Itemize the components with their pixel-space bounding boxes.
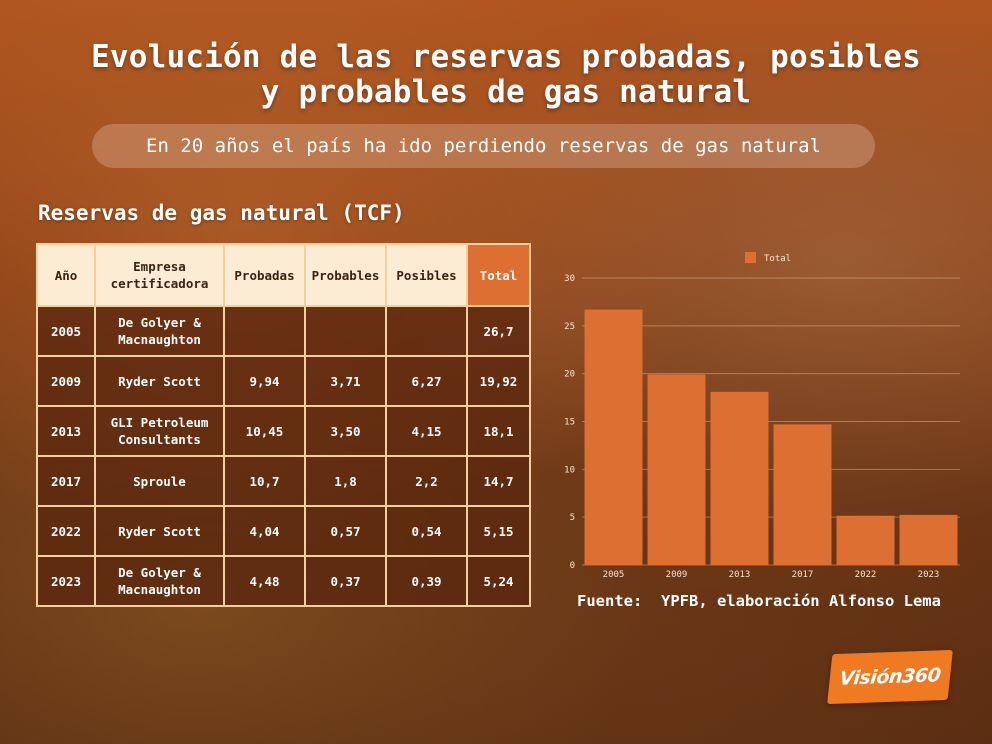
x-tick-label: 2022 bbox=[855, 570, 877, 580]
cell-probables: 0,37 bbox=[304, 555, 387, 607]
cell-year: 2023 bbox=[36, 555, 96, 607]
header-posibles: Posibles bbox=[385, 243, 468, 307]
x-tick-label: 2013 bbox=[729, 570, 751, 580]
y-tick-label: 5 bbox=[570, 513, 575, 523]
cell-company: GLI Petroleum Consultants bbox=[94, 405, 225, 457]
x-tick-label: 2009 bbox=[666, 570, 688, 580]
y-tick-label: 15 bbox=[564, 418, 575, 428]
title-line-2: y probables de gas natural bbox=[260, 74, 752, 110]
cell-posibles: 2,2 bbox=[385, 455, 468, 507]
header-company: Empresa certificadora bbox=[94, 243, 225, 307]
cell-probadas: 4,04 bbox=[223, 505, 306, 557]
cell-company: Sproule bbox=[94, 455, 225, 507]
cell-total: 5,24 bbox=[466, 555, 531, 607]
x-tick-label: 2023 bbox=[918, 570, 940, 580]
bar-2017 bbox=[773, 424, 832, 565]
bar-2023 bbox=[899, 514, 958, 565]
table-row: 2022 Ryder Scott 4,04 0,57 0,54 5,15 bbox=[36, 505, 531, 557]
table-row: 2005 De Golyer & Macnaughton 26,7 bbox=[36, 305, 531, 357]
subtitle-banner: En 20 años el país ha ido perdiendo rese… bbox=[92, 124, 875, 168]
cell-posibles: 4,15 bbox=[385, 405, 468, 457]
title-line-1: Evolución de las reservas probadas, posi… bbox=[91, 39, 921, 75]
legend-swatch bbox=[745, 252, 756, 263]
cell-company: Ryder Scott bbox=[94, 505, 225, 557]
cell-total: 5,15 bbox=[466, 505, 531, 557]
legend-label: Total bbox=[764, 254, 791, 264]
subtitle-text: En 20 años el país ha ido perdiendo rese… bbox=[146, 135, 821, 157]
total-reserves-bar-chart: 0 5 10 15 20 25 30 2005 2009 2013 2017 2022 2023 Tota… bbox=[564, 252, 960, 580]
cell-probadas: 4,48 bbox=[223, 555, 306, 607]
cell-posibles: 6,27 bbox=[385, 355, 468, 407]
table-row: 2017 Sproule 10,7 1,8 2,2 14,7 bbox=[36, 455, 531, 507]
cell-posibles: 0,54 bbox=[385, 505, 468, 557]
cell-company: De Golyer & Macnaughton bbox=[94, 305, 225, 357]
cell-posibles bbox=[385, 305, 468, 357]
cell-probables: 0,57 bbox=[304, 505, 387, 557]
cell-year: 2022 bbox=[36, 505, 96, 557]
cell-posibles: 0,39 bbox=[385, 555, 468, 607]
cell-total: 18,1 bbox=[466, 405, 531, 457]
cell-probadas: 9,94 bbox=[223, 355, 306, 407]
y-tick-label: 25 bbox=[564, 322, 575, 332]
table-row: 2023 De Golyer & Macnaughton 4,48 0,37 0,39 5,… bbox=[36, 555, 531, 607]
cell-total: 14,7 bbox=[466, 455, 531, 507]
cell-company: Ryder Scott bbox=[94, 355, 225, 407]
page-title: Evolución de las reservas probadas, posi… bbox=[40, 40, 972, 110]
header-probadas: Probadas bbox=[223, 243, 306, 307]
table-title: Reservas de gas natural (TCF) bbox=[38, 201, 405, 225]
cell-total: 26,7 bbox=[466, 305, 531, 357]
bar-2013 bbox=[710, 391, 769, 565]
cell-company: De Golyer & Macnaughton bbox=[94, 555, 225, 607]
cell-probables: 3,50 bbox=[304, 405, 387, 457]
bar-2022 bbox=[836, 515, 895, 565]
cell-year: 2005 bbox=[36, 305, 96, 357]
header-probables: Probables bbox=[304, 243, 387, 307]
cell-probables: 1,8 bbox=[304, 455, 387, 507]
y-tick-label: 30 bbox=[564, 274, 575, 284]
cell-total: 19,92 bbox=[466, 355, 531, 407]
y-tick-label: 20 bbox=[564, 370, 575, 380]
header-year: Año bbox=[36, 243, 96, 307]
cell-probadas: 10,45 bbox=[223, 405, 306, 457]
reserves-table: Año Empresa certificadora Probadas Probables… bbox=[36, 243, 531, 607]
cell-year: 2017 bbox=[36, 455, 96, 507]
bar-2005 bbox=[584, 309, 643, 565]
table-row: 2013 GLI Petroleum Consultants 10,45 3,50 4,1… bbox=[36, 405, 531, 457]
x-tick-label: 2017 bbox=[792, 570, 814, 580]
table-body: 2005 De Golyer & Macnaughton 26,7 2009 Ryder … bbox=[36, 305, 531, 607]
source-note: Fuente: YPFB, elaboración Alfonso Lema bbox=[577, 592, 941, 610]
cell-probables: 3,71 bbox=[304, 355, 387, 407]
cell-year: 2013 bbox=[36, 405, 96, 457]
cell-year: 2009 bbox=[36, 355, 96, 407]
vision360-logo: Visión360 bbox=[827, 649, 953, 705]
cell-probables bbox=[304, 305, 387, 357]
y-tick-label: 0 bbox=[570, 561, 575, 571]
header-total: Total bbox=[466, 243, 531, 307]
table-header-row: Año Empresa certificadora Probadas Probables… bbox=[36, 243, 531, 307]
y-tick-label: 10 bbox=[564, 465, 575, 475]
cell-probadas bbox=[223, 305, 306, 357]
bar-2009 bbox=[647, 374, 706, 565]
x-tick-label: 2005 bbox=[603, 570, 625, 580]
table-row: 2009 Ryder Scott 9,94 3,71 6,27 19,92 bbox=[36, 355, 531, 407]
cell-probadas: 10,7 bbox=[223, 455, 306, 507]
